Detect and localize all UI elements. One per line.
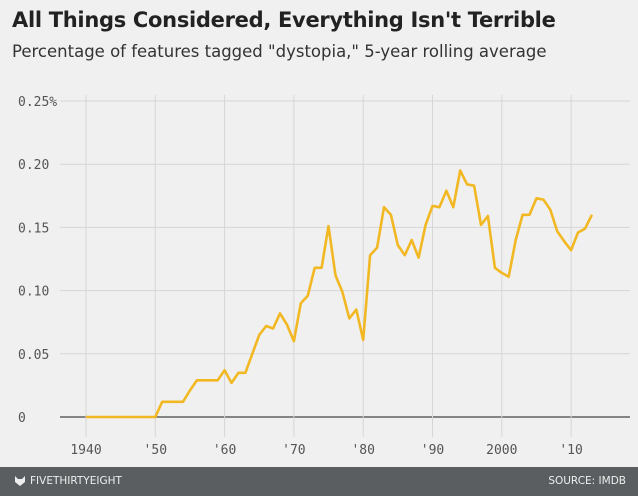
y-tick-label: 0.05 (18, 348, 49, 363)
chart-subtitle: Percentage of features tagged "dystopia,… (12, 42, 547, 61)
x-tick-label: '60 (213, 443, 236, 458)
y-tick-label: 0.10 (18, 285, 49, 300)
y-tick-label: 0.20 (18, 158, 49, 173)
y-tick-label: 0.25% (18, 95, 57, 110)
fox-icon (15, 476, 25, 486)
brand-logo: FIVETHIRTYEIGHT (14, 475, 122, 487)
x-tick-label: '10 (559, 443, 582, 458)
x-tick-label: '90 (421, 443, 444, 458)
brand-name: FIVETHIRTYEIGHT (30, 475, 122, 487)
x-tick-label: '80 (351, 443, 374, 458)
line-chart: 0 0.05 0.10 0.15 0.20 0.25% 1940 '50 '60 '70 '80 '9… (18, 95, 630, 458)
x-tick-label: 1940 (70, 443, 101, 458)
y-tick-label: 0.15 (18, 221, 49, 236)
chart-title: All Things Considered, Everything Isn't … (12, 8, 556, 32)
x-tick-label: 2000 (486, 443, 517, 458)
x-tick-label: '50 (144, 443, 167, 458)
x-tick-label: '70 (282, 443, 305, 458)
footer: FIVETHIRTYEIGHT SOURCE: IMDB (0, 467, 638, 496)
source-note: SOURCE: IMDB (548, 475, 626, 487)
y-tick-label: 0 (18, 411, 26, 426)
series-line-dystopia (86, 169, 594, 419)
